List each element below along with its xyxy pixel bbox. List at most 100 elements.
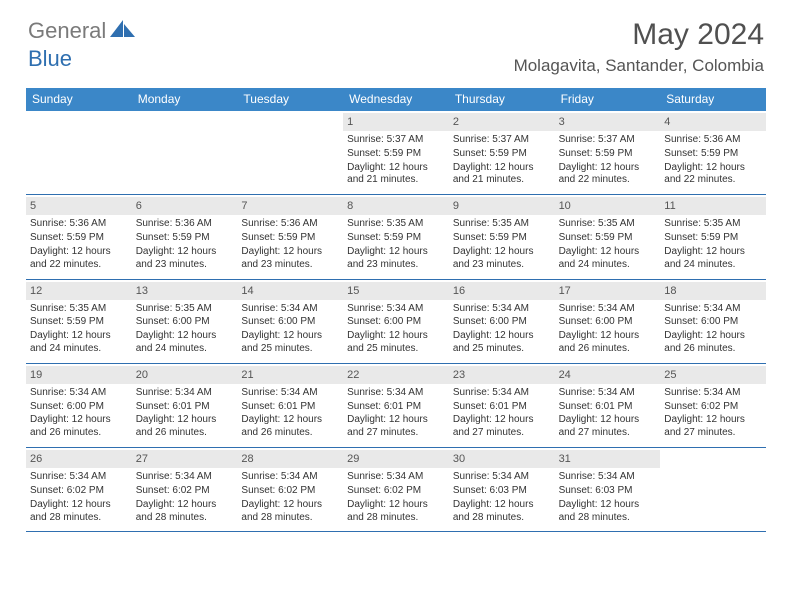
day-info: Sunrise: 5:34 AMSunset: 6:03 PMDaylight:… xyxy=(453,471,551,524)
logo-sail-icon xyxy=(110,20,136,38)
calendar-week: 26Sunrise: 5:34 AMSunset: 6:02 PMDayligh… xyxy=(26,448,766,532)
sunset-text: Sunset: 5:59 PM xyxy=(453,232,551,245)
calendar-cell xyxy=(237,111,343,194)
day-info: Sunrise: 5:34 AMSunset: 6:02 PMDaylight:… xyxy=(241,471,339,524)
day-info: Sunrise: 5:34 AMSunset: 6:02 PMDaylight:… xyxy=(136,471,234,524)
sunset-text: Sunset: 6:02 PM xyxy=(664,401,762,414)
daylight-text: Daylight: 12 hours and 28 minutes. xyxy=(559,499,657,525)
day-number: 6 xyxy=(132,197,238,215)
day-info: Sunrise: 5:34 AMSunset: 6:00 PMDaylight:… xyxy=(241,303,339,356)
sunset-text: Sunset: 5:59 PM xyxy=(559,148,657,161)
day-number: 8 xyxy=(343,197,449,215)
day-info: Sunrise: 5:35 AMSunset: 6:00 PMDaylight:… xyxy=(136,303,234,356)
day-info: Sunrise: 5:34 AMSunset: 6:00 PMDaylight:… xyxy=(664,303,762,356)
calendar-cell: 11Sunrise: 5:35 AMSunset: 5:59 PMDayligh… xyxy=(660,195,766,278)
daylight-text: Daylight: 12 hours and 26 minutes. xyxy=(559,330,657,356)
sunset-text: Sunset: 6:02 PM xyxy=(241,485,339,498)
day-number: 18 xyxy=(660,282,766,300)
sunrise-text: Sunrise: 5:35 AM xyxy=(347,218,445,231)
calendar: Sunday Monday Tuesday Wednesday Thursday… xyxy=(26,88,766,532)
day-number: 23 xyxy=(449,366,555,384)
sunrise-text: Sunrise: 5:34 AM xyxy=(136,471,234,484)
calendar-cell: 24Sunrise: 5:34 AMSunset: 6:01 PMDayligh… xyxy=(555,364,661,447)
day-number: 15 xyxy=(343,282,449,300)
day-info: Sunrise: 5:35 AMSunset: 5:59 PMDaylight:… xyxy=(453,218,551,271)
sunset-text: Sunset: 6:01 PM xyxy=(241,401,339,414)
calendar-cell: 9 Sunrise: 5:35 AMSunset: 5:59 PMDaylight… xyxy=(449,195,555,278)
sunrise-text: Sunrise: 5:36 AM xyxy=(136,218,234,231)
sunrise-text: Sunrise: 5:34 AM xyxy=(30,387,128,400)
sunrise-text: Sunrise: 5:34 AM xyxy=(559,471,657,484)
daylight-text: Daylight: 12 hours and 25 minutes. xyxy=(453,330,551,356)
sunrise-text: Sunrise: 5:34 AM xyxy=(664,303,762,316)
day-info: Sunrise: 5:36 AMSunset: 5:59 PMDaylight:… xyxy=(241,218,339,271)
day-number: 20 xyxy=(132,366,238,384)
day-number: 7 xyxy=(237,197,343,215)
calendar-week: 19Sunrise: 5:34 AMSunset: 6:00 PMDayligh… xyxy=(26,364,766,448)
sunrise-text: Sunrise: 5:34 AM xyxy=(559,387,657,400)
sunset-text: Sunset: 6:01 PM xyxy=(453,401,551,414)
dayname-sun: Sunday xyxy=(26,88,132,111)
calendar-cell: 10Sunrise: 5:35 AMSunset: 5:59 PMDayligh… xyxy=(555,195,661,278)
day-info: Sunrise: 5:34 AMSunset: 6:01 PMDaylight:… xyxy=(453,387,551,440)
sunset-text: Sunset: 6:00 PM xyxy=(664,316,762,329)
calendar-cell: 12Sunrise: 5:35 AMSunset: 5:59 PMDayligh… xyxy=(26,280,132,363)
day-number: 9 xyxy=(449,197,555,215)
calendar-week: 12Sunrise: 5:35 AMSunset: 5:59 PMDayligh… xyxy=(26,280,766,364)
sunset-text: Sunset: 5:59 PM xyxy=(664,148,762,161)
daylight-text: Daylight: 12 hours and 28 minutes. xyxy=(347,499,445,525)
daylight-text: Daylight: 12 hours and 26 minutes. xyxy=(136,414,234,440)
daylight-text: Daylight: 12 hours and 24 minutes. xyxy=(30,330,128,356)
sunset-text: Sunset: 5:59 PM xyxy=(453,148,551,161)
calendar-cell xyxy=(132,111,238,194)
sunset-text: Sunset: 6:00 PM xyxy=(347,316,445,329)
sunset-text: Sunset: 5:59 PM xyxy=(30,316,128,329)
day-number: 30 xyxy=(449,450,555,468)
day-info: Sunrise: 5:35 AMSunset: 5:59 PMDaylight:… xyxy=(347,218,445,271)
calendar-cell: 23 Sunrise: 5:34 AMSunset: 6:01 PMDayligh… xyxy=(449,364,555,447)
sunset-text: Sunset: 6:02 PM xyxy=(136,485,234,498)
daylight-text: Daylight: 12 hours and 28 minutes. xyxy=(30,499,128,525)
daylight-text: Daylight: 12 hours and 23 minutes. xyxy=(241,246,339,272)
sunrise-text: Sunrise: 5:35 AM xyxy=(453,218,551,231)
calendar-cell: 15Sunrise: 5:34 AMSunset: 6:00 PMDayligh… xyxy=(343,280,449,363)
sunset-text: Sunset: 5:59 PM xyxy=(347,232,445,245)
sunrise-text: Sunrise: 5:34 AM xyxy=(453,387,551,400)
sunrise-text: Sunrise: 5:37 AM xyxy=(559,134,657,147)
calendar-cell xyxy=(660,448,766,531)
calendar-cell: 17Sunrise: 5:34 AMSunset: 6:00 PMDayligh… xyxy=(555,280,661,363)
dayname-tue: Tuesday xyxy=(237,88,343,111)
calendar-cell: 3Sunrise: 5:37 AMSunset: 5:59 PMDaylight… xyxy=(555,111,661,194)
day-info: Sunrise: 5:34 AMSunset: 6:01 PMDaylight:… xyxy=(241,387,339,440)
daylight-text: Daylight: 12 hours and 23 minutes. xyxy=(453,246,551,272)
day-info: Sunrise: 5:36 AMSunset: 5:59 PMDaylight:… xyxy=(30,218,128,271)
calendar-cell: 18 Sunrise: 5:34 AMSunset: 6:00 PMDayligh… xyxy=(660,280,766,363)
day-info: Sunrise: 5:36 AMSunset: 5:59 PMDaylight:… xyxy=(664,134,762,187)
month-title: May 2024 xyxy=(514,18,764,52)
calendar-cell: 31Sunrise: 5:34 AMSunset: 6:03 PMDayligh… xyxy=(555,448,661,531)
daylight-text: Daylight: 12 hours and 28 minutes. xyxy=(136,499,234,525)
day-number: 26 xyxy=(26,450,132,468)
daylight-text: Daylight: 12 hours and 22 minutes. xyxy=(30,246,128,272)
sunset-text: Sunset: 6:00 PM xyxy=(136,316,234,329)
daylight-text: Daylight: 12 hours and 24 minutes. xyxy=(664,246,762,272)
sunrise-text: Sunrise: 5:34 AM xyxy=(347,387,445,400)
day-info: Sunrise: 5:34 AMSunset: 6:01 PMDaylight:… xyxy=(136,387,234,440)
daylight-text: Daylight: 12 hours and 22 minutes. xyxy=(664,162,762,188)
calendar-cell: 7 Sunrise: 5:36 AMSunset: 5:59 PMDaylight… xyxy=(237,195,343,278)
sunrise-text: Sunrise: 5:36 AM xyxy=(30,218,128,231)
daylight-text: Daylight: 12 hours and 26 minutes. xyxy=(30,414,128,440)
calendar-cell: 29Sunrise: 5:34 AMSunset: 6:02 PMDayligh… xyxy=(343,448,449,531)
logo-text-general: General xyxy=(28,18,106,44)
logo-text-blue: Blue xyxy=(28,46,72,71)
sunrise-text: Sunrise: 5:35 AM xyxy=(30,303,128,316)
sunset-text: Sunset: 5:59 PM xyxy=(30,232,128,245)
day-number: 5 xyxy=(26,197,132,215)
calendar-cell: 27Sunrise: 5:34 AMSunset: 6:02 PMDayligh… xyxy=(132,448,238,531)
day-number: 10 xyxy=(555,197,661,215)
dayname-mon: Monday xyxy=(132,88,238,111)
day-info: Sunrise: 5:34 AMSunset: 6:01 PMDaylight:… xyxy=(347,387,445,440)
logo: General xyxy=(28,18,138,44)
page-header: General May 2024 Molagavita, Santander, … xyxy=(0,0,792,82)
sunset-text: Sunset: 5:59 PM xyxy=(241,232,339,245)
